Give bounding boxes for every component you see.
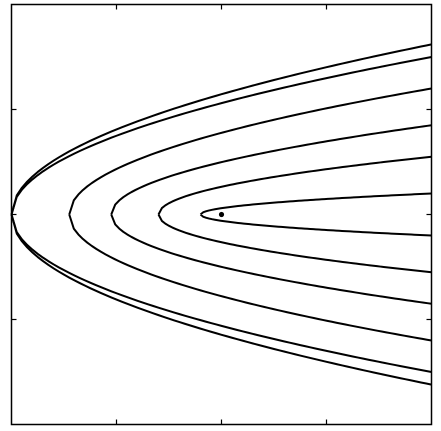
contour-line-2 (10, 56, 432, 373)
contour-line-3 (68, 87, 432, 342)
center-point (218, 211, 225, 218)
contour-lines-group (10, 43, 432, 386)
contour-line-6 (199, 192, 432, 237)
center-point-group (218, 211, 225, 218)
contour-line-4 (110, 124, 432, 305)
contour-line-5 (157, 155, 432, 274)
contour-line-1 (10, 43, 432, 386)
